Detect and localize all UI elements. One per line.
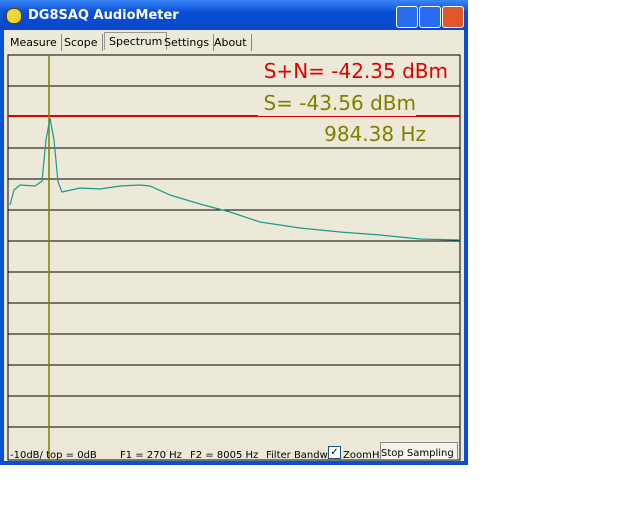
grid [8, 85, 460, 428]
app-window: DG8SAQ AudioMeter Measure Scope Spectrum… [0, 0, 468, 465]
spectrum-trace [9, 117, 461, 241]
stop-button[interactable]: Stop Sampling [380, 442, 458, 460]
tab[interactable]: Settings [160, 34, 215, 51]
tab-selected[interactable]: Spectrum [104, 32, 168, 50]
tab[interactable]: Scope [60, 34, 103, 51]
app-icon [6, 8, 22, 24]
plot-frame [7, 54, 461, 461]
close-button[interactable] [442, 6, 464, 28]
scale-label: -10dB/ top = 0dB [10, 450, 97, 461]
minimize-button[interactable] [396, 6, 418, 28]
filter-label: Filter Bandwi [266, 450, 328, 461]
zoom-checkbox[interactable]: ✓ [328, 446, 341, 459]
signal-noise-readout: S+N= -42.35 dBm [264, 59, 448, 83]
tab[interactable]: Measure [6, 34, 62, 51]
readout-background [258, 92, 416, 116]
window-title: DG8SAQ AudioMeter [28, 8, 179, 23]
maximize-button[interactable] [419, 6, 441, 28]
tab[interactable]: About [210, 34, 252, 51]
title-bar: DG8SAQ AudioMeter [0, 0, 468, 30]
unit-label: Hz [372, 450, 385, 461]
zoom-label[interactable]: Zoom [343, 450, 372, 461]
frequency-readout: 984.38 Hz [324, 122, 426, 146]
f1-label: F1 = 270 Hz [120, 450, 182, 461]
signal-readout: S= -43.56 dBm [263, 91, 416, 115]
spectrum-plot: S+N= -42.35 dBm S= -43.56 dBm 984.38 Hz [7, 54, 461, 461]
f2-label: F2 = 8005 Hz [190, 450, 259, 461]
